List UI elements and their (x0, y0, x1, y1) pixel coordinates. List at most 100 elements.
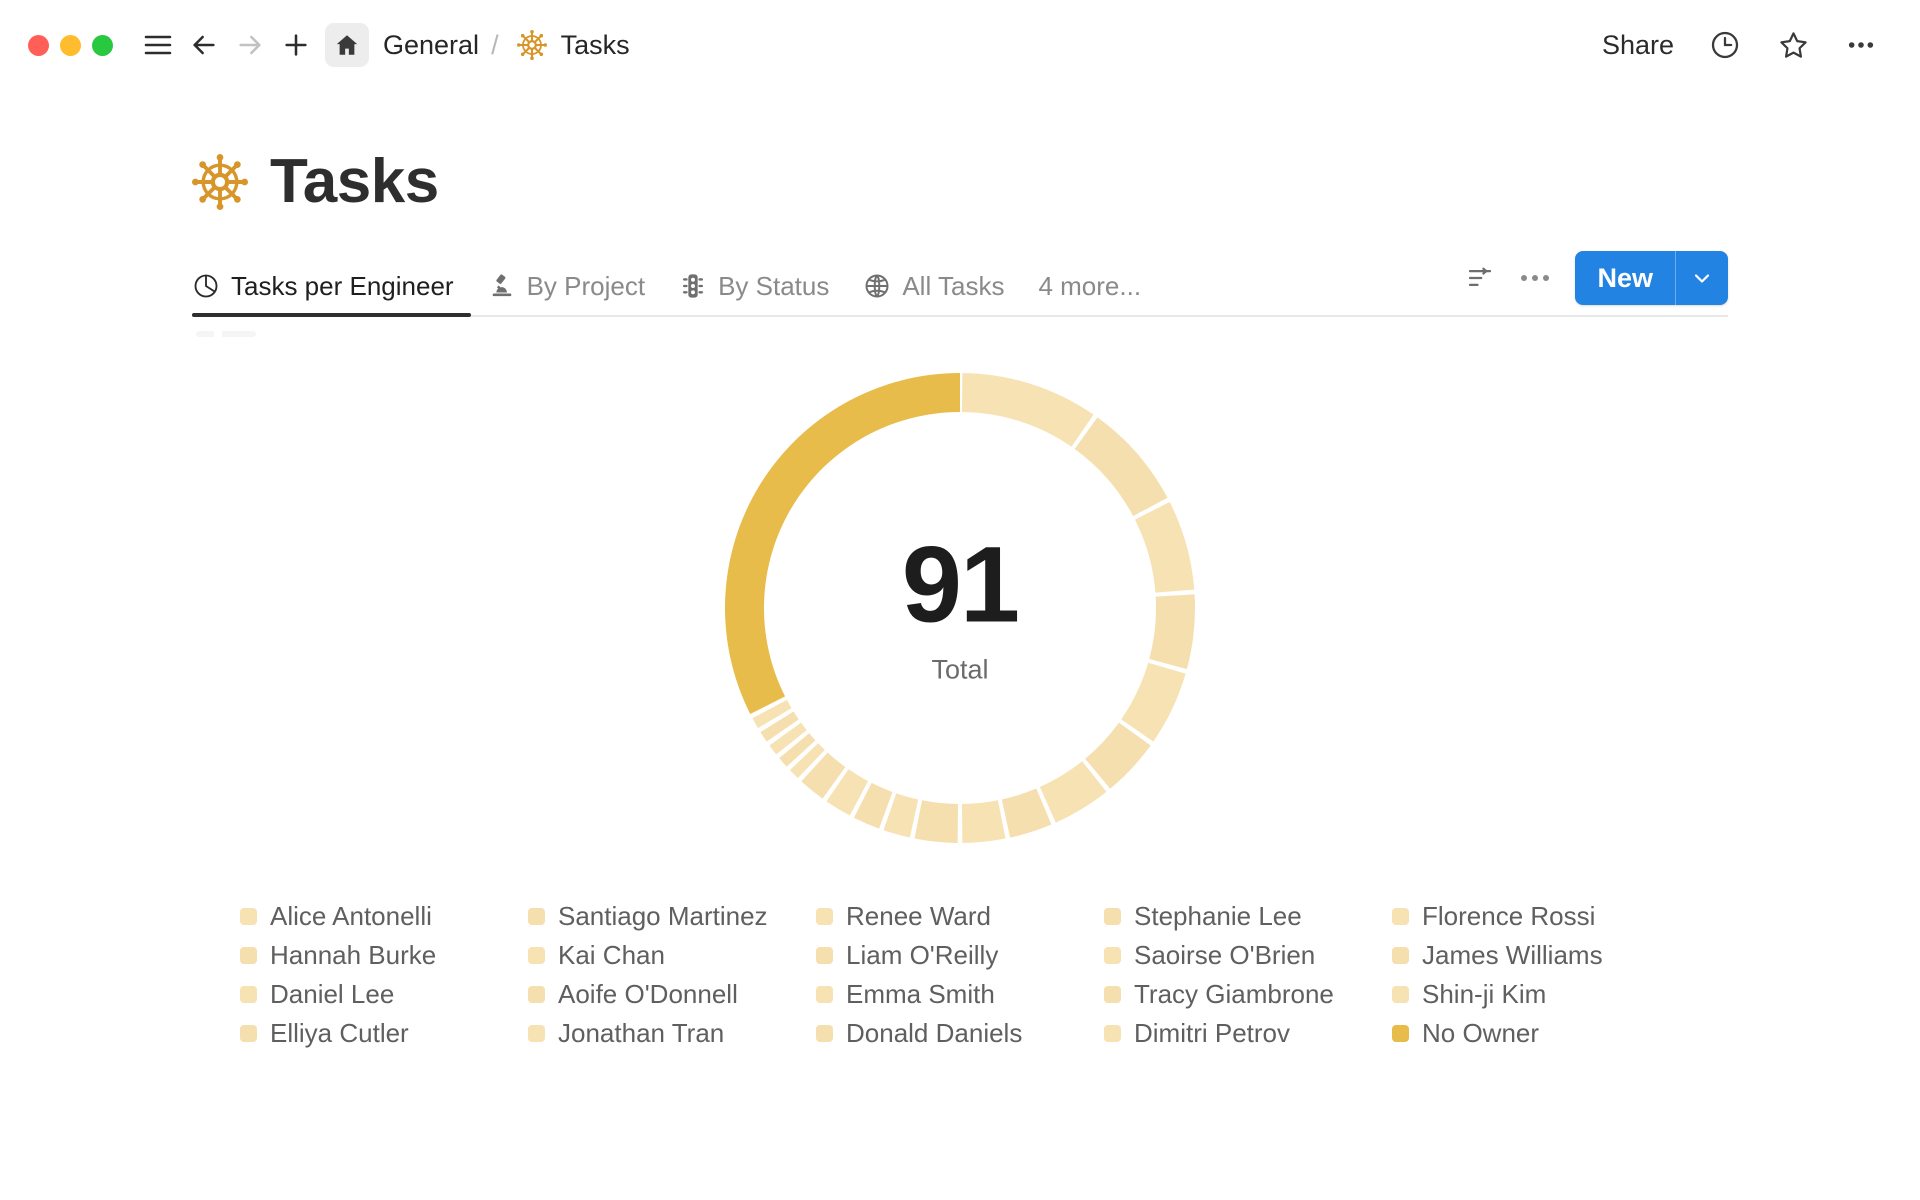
legend-label: Stephanie Lee (1134, 901, 1302, 931)
loading-placeholder (196, 331, 256, 337)
tab-by-project[interactable]: By Project (471, 255, 663, 317)
donut-segment[interactable] (1149, 594, 1195, 670)
legend-item[interactable]: Renee Ward (816, 897, 1104, 936)
legend-swatch (1104, 986, 1121, 1003)
donut-segment[interactable] (769, 722, 807, 755)
legend-item[interactable]: Kai Chan (528, 936, 816, 975)
tab-tasks-per-engineer[interactable]: Tasks per Engineer (192, 255, 471, 317)
clock-icon[interactable] (1702, 22, 1748, 68)
donut-segment[interactable] (789, 743, 825, 779)
donut-segment[interactable] (1001, 788, 1052, 838)
legend-label: No Owner (1422, 1018, 1540, 1048)
legend-item[interactable]: Saoirse O'Brien (1104, 936, 1392, 975)
view-more-icon[interactable] (1521, 275, 1550, 281)
legend-item[interactable]: Tracy Giambrone (1104, 975, 1392, 1014)
donut-segment[interactable] (1121, 662, 1186, 742)
legend-item[interactable]: Daniel Lee (240, 975, 528, 1014)
legend-label: Hannah Burke (270, 940, 437, 970)
chart-area: 91 Total Alice Antonelli Hannah Burke Dani… (0, 363, 1920, 1053)
maximize-window-button[interactable] (92, 34, 113, 56)
window-controls (28, 34, 113, 56)
donut-segment[interactable] (853, 782, 893, 829)
legend-swatch (816, 1025, 833, 1042)
donut-segment[interactable] (1039, 761, 1107, 823)
tab-by-status[interactable]: By Status (662, 255, 846, 317)
legend-label: Donald Daniels (846, 1018, 1023, 1048)
star-icon[interactable] (1770, 22, 1816, 68)
donut-segment[interactable] (1085, 722, 1151, 789)
tab-all-tasks[interactable]: All Tasks (846, 255, 1021, 317)
titlebar-actions: Share (1596, 22, 1884, 68)
legend-label: Liam O'Reilly (846, 940, 999, 970)
legend-item[interactable]: James Williams (1392, 936, 1680, 975)
legend-swatch (240, 986, 257, 1003)
tabs-overflow-button[interactable]: 4 more... (1038, 270, 1142, 301)
tab-label: By Project (526, 270, 646, 301)
legend-item[interactable]: Donald Daniels (816, 1014, 1104, 1053)
minimize-window-button[interactable] (60, 34, 81, 56)
ellipsis-icon[interactable] (1838, 22, 1884, 68)
hamburger-icon[interactable] (135, 22, 181, 68)
close-window-button[interactable] (28, 34, 49, 56)
new-button-group: New (1575, 251, 1728, 305)
legend-swatch (240, 947, 257, 964)
legend-label: Jonathan Tran (558, 1018, 725, 1048)
legend-item[interactable]: Hannah Burke (240, 936, 528, 975)
ship-wheel-icon[interactable] (192, 153, 248, 210)
donut-chart[interactable]: 91 Total (715, 363, 1205, 853)
legend-item[interactable]: Liam O'Reilly (816, 936, 1104, 975)
legend-item[interactable]: Dimitri Petrov (1104, 1014, 1392, 1053)
legend-label: Santiago Martinez (558, 901, 768, 931)
page-header: Tasks (0, 90, 1920, 217)
legend-item[interactable]: Elliya Cutler (240, 1014, 528, 1053)
legend-item[interactable]: No Owner (1392, 1014, 1680, 1053)
legend-label: Kai Chan (558, 940, 665, 970)
donut-segment[interactable] (760, 711, 799, 742)
legend-swatch (816, 986, 833, 1003)
filter-icon[interactable] (1465, 263, 1495, 293)
new-button[interactable]: New (1597, 262, 1653, 293)
legend-swatch (240, 908, 257, 925)
legend-label: Shin-ji Kim (1422, 979, 1547, 1009)
legend-label: Florence Rossi (1422, 901, 1596, 931)
legend-item[interactable]: Aoife O'Donnell (528, 975, 816, 1014)
donut-segment[interactable] (779, 733, 816, 767)
donut-segment[interactable] (801, 752, 846, 799)
share-button[interactable]: Share (1601, 29, 1674, 60)
donut-segment[interactable] (826, 769, 869, 816)
legend-item[interactable]: Alice Antonelli (240, 897, 528, 936)
chevron-down-icon[interactable] (1676, 251, 1728, 305)
legend-item[interactable]: Shin-ji Kim (1392, 975, 1680, 1014)
chart-legend: Alice Antonelli Hannah Burke Daniel Lee Ell… (240, 897, 1680, 1053)
page-content: Tasks Tasks per Engineer (0, 90, 1920, 1053)
donut-segment[interactable] (725, 373, 960, 715)
arrow-left-icon[interactable] (181, 22, 227, 68)
donut-segment[interactable] (961, 800, 1006, 843)
legend-swatch (1104, 947, 1121, 964)
breadcrumb-parent[interactable]: General (383, 29, 480, 60)
plus-icon[interactable] (273, 22, 319, 68)
donut-segment[interactable] (752, 699, 792, 729)
tab-label: All Tasks (902, 270, 1005, 301)
donut-segment[interactable] (914, 800, 959, 843)
legend-item[interactable]: Jonathan Tran (528, 1014, 816, 1053)
legend-swatch (1392, 908, 1409, 925)
donut-segment[interactable] (961, 373, 1094, 447)
donut-segment[interactable] (883, 793, 919, 838)
legend-label: Emma Smith (846, 979, 995, 1009)
legend-item[interactable]: Florence Rossi (1392, 897, 1680, 936)
legend-label: Alice Antonelli (270, 901, 432, 931)
donut-segment[interactable] (1074, 417, 1168, 517)
title-bar: General / Tasks Share (0, 0, 1920, 90)
legend-item[interactable]: Emma Smith (816, 975, 1104, 1014)
traffic-light-icon (679, 272, 707, 300)
donut-segment[interactable] (1134, 501, 1195, 593)
home-icon[interactable] (325, 23, 369, 67)
breadcrumb-current[interactable]: Tasks (560, 29, 630, 60)
legend-swatch (528, 986, 545, 1003)
legend-item[interactable]: Stephanie Lee (1104, 897, 1392, 936)
arrow-right-icon[interactable] (227, 22, 273, 68)
legend-label: Renee Ward (846, 901, 991, 931)
legend-label: Dimitri Petrov (1134, 1018, 1291, 1048)
legend-item[interactable]: Santiago Martinez (528, 897, 816, 936)
